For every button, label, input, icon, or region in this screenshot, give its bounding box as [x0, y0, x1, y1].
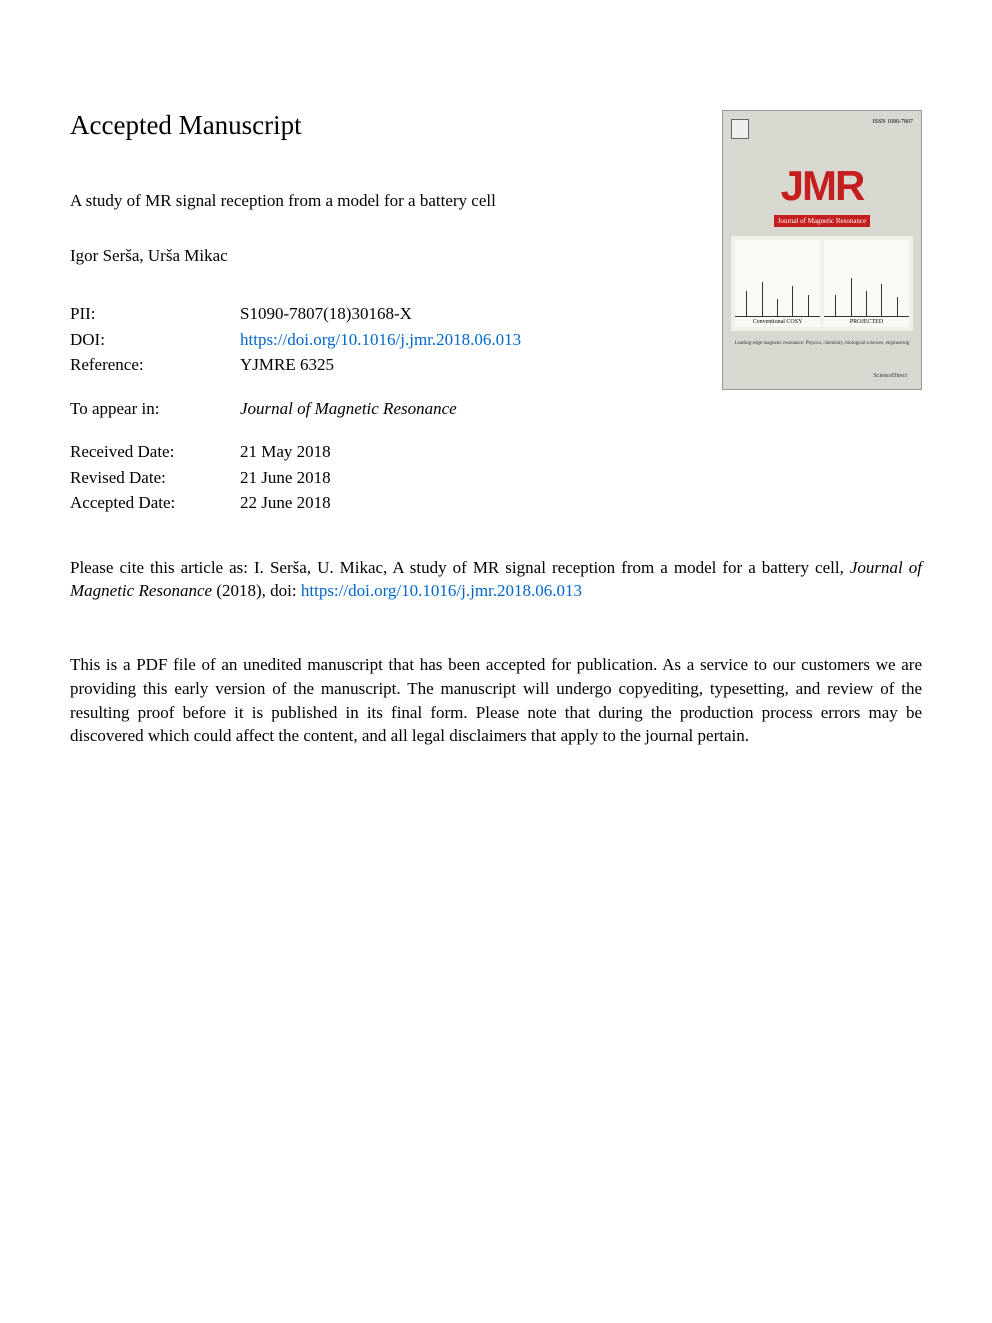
cover-footer: ScienceDirect: [865, 369, 915, 383]
doi-link[interactable]: https://doi.org/10.1016/j.jmr.2018.06.01…: [240, 330, 521, 349]
spectrum-left-label: Conventional COSY: [735, 317, 820, 327]
received-row: Received Date: 21 May 2018: [70, 439, 922, 465]
cover-spectra: Conventional COSY PROJECTED: [735, 240, 909, 327]
elsevier-logo-icon: [731, 119, 749, 139]
revised-value: 21 June 2018: [240, 465, 922, 491]
spectrum-left: Conventional COSY: [735, 240, 820, 327]
journal-cover-thumbnail: ISSN 1090-7807 JMR Journal of Magnetic R…: [722, 110, 922, 390]
citation-doi-link[interactable]: https://doi.org/10.1016/j.jmr.2018.06.01…: [301, 581, 582, 600]
jmr-subtitle: Journal of Magnetic Resonance: [774, 215, 870, 227]
metadata-group-dates: Received Date: 21 May 2018 Revised Date:…: [70, 439, 922, 516]
pii-label: PII:: [70, 301, 240, 327]
toappear-value: Journal of Magnetic Resonance: [240, 396, 922, 422]
accepted-value: 22 June 2018: [240, 490, 922, 516]
revised-label: Revised Date:: [70, 465, 240, 491]
reference-label: Reference:: [70, 352, 240, 378]
received-label: Received Date:: [70, 439, 240, 465]
citation-section: Please cite this article as: I. Serša, U…: [70, 556, 922, 604]
accepted-row: Accepted Date: 22 June 2018: [70, 490, 922, 516]
jmr-logo: JMR Journal of Magnetic Resonance: [723, 162, 921, 228]
disclaimer-text: This is a PDF file of an unedited manusc…: [70, 653, 922, 748]
spectrum-lines-icon: [824, 274, 909, 318]
cover-content: Conventional COSY PROJECTED: [731, 236, 913, 331]
issn-text: ISSN 1090-7807: [872, 119, 913, 139]
jmr-logo-text: JMR: [723, 162, 921, 210]
metadata-group-journal: To appear in: Journal of Magnetic Resona…: [70, 396, 922, 422]
citation-year: (2018), doi:: [212, 581, 301, 600]
cover-header: ISSN 1090-7807: [723, 111, 921, 147]
spectrum-right-label: PROJECTED: [824, 317, 909, 327]
spectrum-right: PROJECTED: [824, 240, 909, 327]
toappear-label: To appear in:: [70, 396, 240, 422]
citation-prefix: Please cite this article as: I. Serša, U…: [70, 558, 850, 577]
accepted-label: Accepted Date:: [70, 490, 240, 516]
revised-row: Revised Date: 21 June 2018: [70, 465, 922, 491]
article-title: A study of MR signal reception from a mo…: [70, 191, 590, 211]
doi-label: DOI:: [70, 327, 240, 353]
received-value: 21 May 2018: [240, 439, 922, 465]
spectrum-lines-icon: [735, 274, 820, 318]
cover-caption: Leading-edge magnetic resonance: Physics…: [723, 339, 921, 349]
header-section: Accepted Manuscript ISSN 1090-7807 JMR J…: [70, 110, 922, 516]
toappear-row: To appear in: Journal of Magnetic Resona…: [70, 396, 922, 422]
